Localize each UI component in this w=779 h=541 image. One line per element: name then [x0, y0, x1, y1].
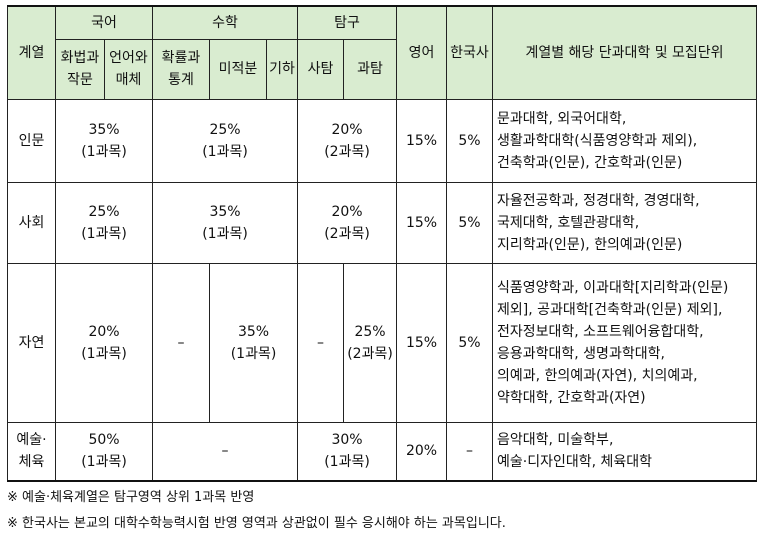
- row-track: 예술· 체육: [7, 421, 56, 482]
- unit-line: 약학대학, 간호학과(자연): [497, 389, 646, 406]
- footnote: ※ 예술·체육계열은 탐구영역 상위 1과목 반영: [7, 490, 255, 505]
- unit-line: 음악대학, 미술학부,: [497, 432, 614, 449]
- track-text: 체육: [18, 454, 45, 471]
- units-list: 자율전공학과, 정경대학, 경영대학, 국제대학, 호텔관광대학, 지리학과(인…: [492, 181, 757, 264]
- subject-count: (1과목): [230, 345, 277, 362]
- subject-count: (2과목): [347, 345, 393, 362]
- unit-line: 자율전공학과, 정경대학, 경영대학,: [497, 192, 700, 209]
- header-inquiry-social: 사탐: [297, 38, 344, 100]
- inquiry-weight: 20% (2과목): [297, 98, 397, 183]
- unit-line: 의예과, 한의예과(자연), 치의예과,: [497, 367, 698, 384]
- math-weight: –: [152, 421, 298, 482]
- header-text: 매체: [115, 72, 142, 88]
- math-weight: 35% (1과목): [152, 181, 298, 264]
- header-inquiry-science: 과탐: [343, 38, 397, 100]
- weight-value: 35%: [237, 323, 270, 340]
- math-weight: 35% (1과목): [209, 262, 298, 423]
- header-math-probability: 확률과 통계: [152, 38, 210, 100]
- weight-value: 35%: [88, 121, 120, 138]
- unit-line: 응용과학대학, 생명과학대학,: [497, 345, 665, 362]
- header-track: 계열: [7, 5, 56, 100]
- header-text: 화법과: [60, 50, 100, 66]
- korean-weight: 25% (1과목): [55, 181, 153, 264]
- footnote: ※ 한국사는 본교의 대학수학능력시험 반영 영역과 상관없이 필수 응시해야 …: [7, 516, 506, 531]
- korean-weight: 50% (1과목): [55, 421, 153, 482]
- unit-line: 건축학과(인문), 간호학과(인문): [497, 154, 683, 171]
- history-weight: 5%: [446, 262, 493, 423]
- table-row: 인문 35% (1과목) 25% (1과목) 20% (2과목) 15% 5% …: [7, 98, 757, 183]
- math-weight: 25% (1과목): [152, 98, 298, 183]
- subject-count: (1과목): [81, 225, 127, 242]
- weight-value: 25%: [88, 203, 120, 220]
- units-list: 음악대학, 미술학부, 예술·디자인대학, 체육대학: [492, 421, 757, 482]
- footnotes: ※ 예술·체육계열은 탐구영역 상위 1과목 반영 ※ 한국사는 본교의 대학수…: [7, 485, 506, 537]
- subject-count: (2과목): [324, 143, 370, 160]
- korean-weight: 35% (1과목): [55, 98, 153, 183]
- subject-count: (2과목): [324, 225, 370, 242]
- english-weight: 15%: [396, 262, 447, 423]
- unit-line: 식품영양학과, 이과대학[지리학과(인문): [497, 279, 729, 296]
- subject-weight-table: 계열 국어 수학 탐구 영어 한국사 계열별 해당 단과대학 및 모집단위 화법…: [7, 5, 757, 482]
- header-english: 영어: [396, 5, 447, 100]
- subject-count: (1과목): [324, 454, 370, 471]
- units-list: 문과대학, 외국어대학, 생활과학대학(식품영양학과 제외), 건축학과(인문)…: [492, 98, 757, 183]
- english-weight: 15%: [396, 98, 447, 183]
- row-track: 인문: [7, 98, 56, 183]
- header-korean: 국어: [55, 5, 153, 40]
- subject-count: (1과목): [202, 225, 248, 242]
- table-row: 사회 25% (1과목) 35% (1과목) 20% (2과목) 15% 5% …: [7, 181, 757, 264]
- weight-value: 50%: [88, 432, 120, 449]
- unit-line: 문과대학, 외국어대학,: [497, 110, 627, 127]
- units-list: 식품영양학과, 이과대학[지리학과(인문) 제외], 공과대학[건축학과(인문)…: [492, 262, 757, 423]
- table-row: 자연 20% (1과목) – 35% (1과목) – 25% (2과목) 15%…: [7, 262, 757, 423]
- korean-weight: 20% (1과목): [55, 262, 153, 423]
- unit-line: 지리학과(인문), 한의예과(인문): [497, 236, 683, 253]
- header-text: 언어와: [109, 50, 148, 66]
- unit-line: 예술·디자인대학, 체육대학: [497, 454, 653, 471]
- header-text: 통계: [168, 72, 194, 88]
- weight-value: 30%: [331, 432, 363, 449]
- history-weight: 5%: [446, 98, 493, 183]
- admission-table-container: 계열 국어 수학 탐구 영어 한국사 계열별 해당 단과대학 및 모집단위 화법…: [7, 5, 757, 482]
- inquiry-social-dash: –: [297, 262, 344, 423]
- header-math-calculus: 미적분: [209, 38, 267, 100]
- header-text: 작문: [67, 72, 93, 88]
- english-weight: 20%: [396, 421, 447, 482]
- subject-count: (1과목): [202, 143, 248, 160]
- weight-value: 20%: [331, 121, 363, 138]
- unit-line: 국제대학, 호텔관광대학,: [497, 214, 640, 231]
- header-korean-language-media: 언어와 매체: [104, 38, 153, 100]
- header-text: 확률과: [161, 50, 201, 66]
- table-row: 예술· 체육 50% (1과목) – 30% (1과목) 20% – 음악대학,…: [7, 421, 757, 482]
- weight-value: 25%: [354, 323, 386, 340]
- row-track: 자연: [7, 262, 56, 423]
- header-inquiry: 탐구: [297, 5, 397, 40]
- subject-count: (1과목): [81, 454, 127, 471]
- weight-value: 35%: [209, 203, 241, 220]
- inquiry-weight: 20% (2과목): [297, 181, 397, 264]
- math-probability-dash: –: [152, 262, 210, 423]
- weight-value: 25%: [209, 121, 241, 138]
- history-weight: –: [446, 421, 493, 482]
- weight-value: 20%: [331, 203, 363, 220]
- subject-count: (1과목): [81, 143, 127, 160]
- header-math-geometry: 기하: [266, 38, 298, 100]
- row-track: 사회: [7, 181, 56, 264]
- header-korean-speech-writing: 화법과 작문: [55, 38, 105, 100]
- unit-line: 생활과학대학(식품영양학과 제외),: [497, 132, 698, 149]
- unit-line: 제외], 공과대학[건축학과(인문) 제외],: [497, 301, 723, 318]
- english-weight: 15%: [396, 181, 447, 264]
- unit-line: 전자정보대학, 소프트웨어융합대학,: [497, 323, 704, 340]
- header-math: 수학: [152, 5, 298, 40]
- history-weight: 5%: [446, 181, 493, 264]
- subject-count: (1과목): [81, 345, 127, 362]
- inquiry-weight: 25% (2과목): [343, 262, 397, 423]
- track-text: 예술·: [16, 432, 47, 449]
- header-units: 계열별 해당 단과대학 및 모집단위: [492, 5, 757, 100]
- weight-value: 20%: [88, 323, 120, 340]
- inquiry-weight: 30% (1과목): [297, 421, 397, 482]
- header-history: 한국사: [446, 5, 493, 100]
